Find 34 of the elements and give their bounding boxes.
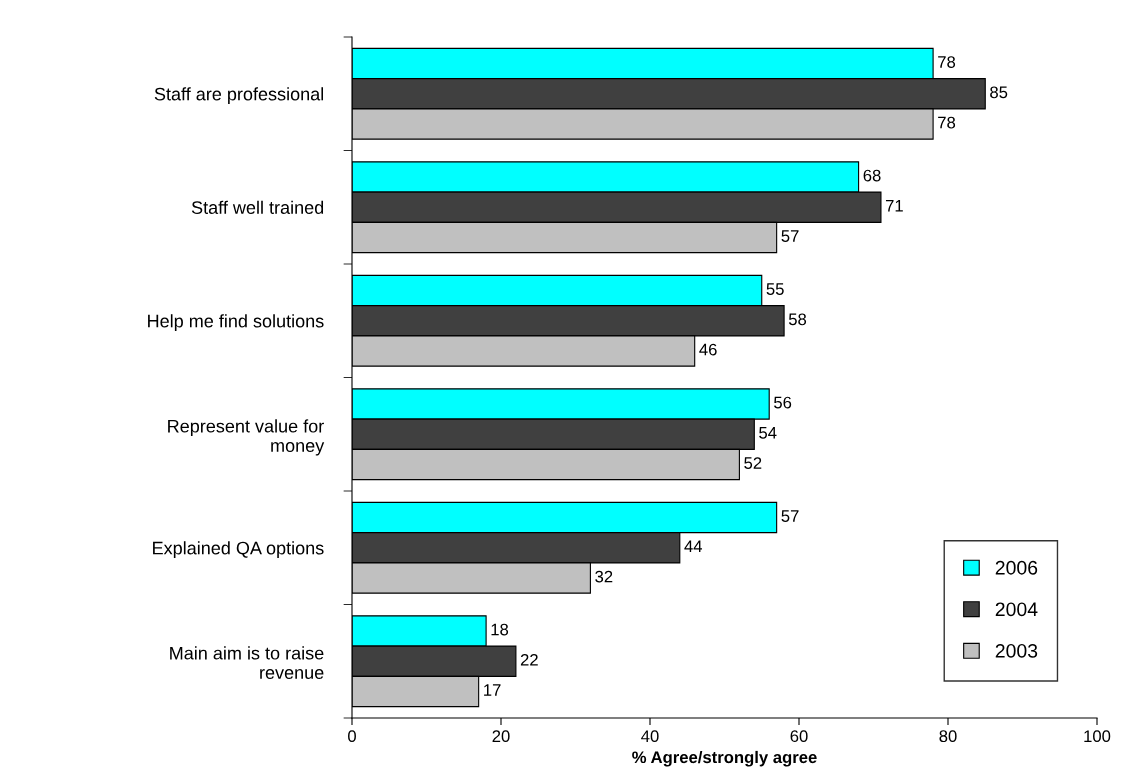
data-label: 55 <box>766 283 784 295</box>
x-axis-title: % Agree/strongly agree <box>632 750 817 767</box>
data-label: 85 <box>990 86 1008 99</box>
y-tick-label: Staff well trained <box>191 200 324 214</box>
x-tick-label: 60 <box>790 730 808 743</box>
data-label: 17 <box>484 684 501 696</box>
data-label: 52 <box>744 457 762 469</box>
data-label: 32 <box>595 570 613 583</box>
data-label: 78 <box>938 116 956 129</box>
data-label: 68 <box>863 169 881 182</box>
y-tick-label: Represent value for money <box>168 419 325 456</box>
data-label: 78 <box>938 56 956 68</box>
data-label: 22 <box>520 653 538 666</box>
legend-label: 2006 <box>995 560 1038 575</box>
y-tick-label: Help me find solutions <box>148 314 324 332</box>
y-tick-label: Staff are professional <box>154 87 324 105</box>
data-label: 44 <box>684 540 703 553</box>
data-label: 57 <box>781 510 799 522</box>
x-tick-label: 20 <box>492 730 510 743</box>
data-label: 56 <box>774 396 792 409</box>
legend-label: 2004 <box>995 602 1038 617</box>
data-label: 54 <box>759 427 777 439</box>
x-tick-label: 80 <box>939 730 957 743</box>
data-label: 58 <box>788 313 807 326</box>
data-label: 71 <box>885 200 903 212</box>
data-label: 18 <box>491 623 509 636</box>
data-label: 57 <box>781 230 799 242</box>
x-tick-label: 100 <box>1084 730 1111 743</box>
legend-label: 2003 <box>995 643 1038 658</box>
x-tick-label: 40 <box>641 730 659 743</box>
y-tick-label: Explained QA options <box>153 541 324 559</box>
x-tick-label: 0 <box>348 730 356 743</box>
y-tick-label: Main aim is to raise revenue <box>170 646 324 679</box>
data-label: 46 <box>699 343 717 356</box>
